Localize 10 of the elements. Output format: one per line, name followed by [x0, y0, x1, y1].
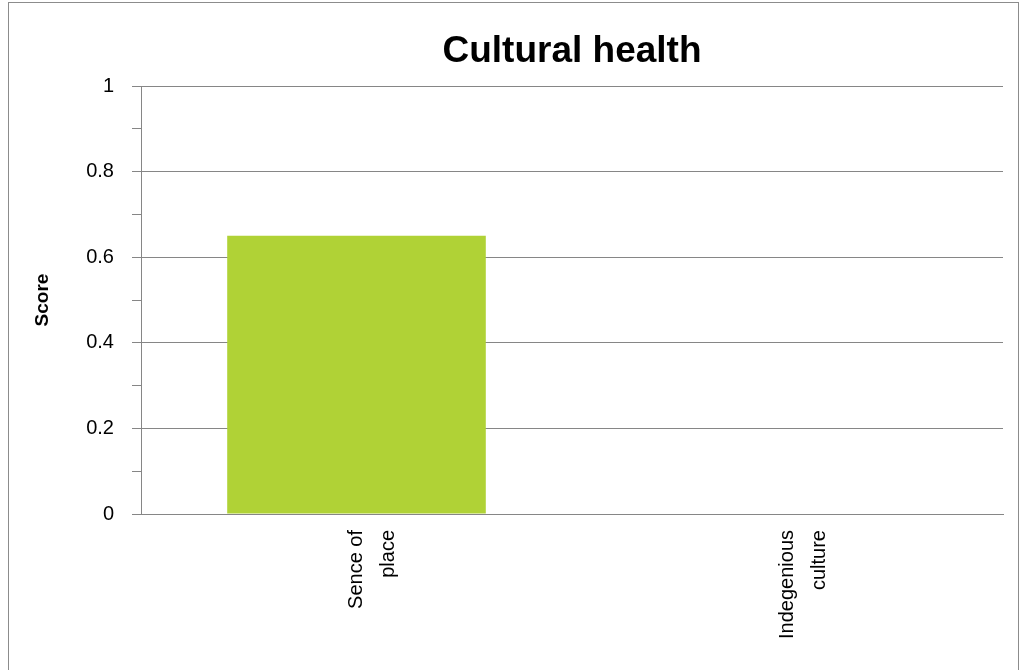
y-tick-label: 1: [102, 73, 114, 96]
y-tick-label: 0.4: [86, 330, 114, 353]
y-tick-label: 0.6: [86, 244, 114, 267]
y-tick-label: 0: [102, 501, 114, 524]
x-tick-label: Sence of place: [344, 529, 399, 609]
y-axis-title: Score: [30, 273, 52, 327]
x-tick-label: Indegenious culture: [775, 530, 830, 639]
y-tick-label: 0.2: [86, 415, 114, 438]
y-tick-label: 0.8: [86, 159, 114, 182]
chart-title: Cultural health: [442, 29, 702, 71]
